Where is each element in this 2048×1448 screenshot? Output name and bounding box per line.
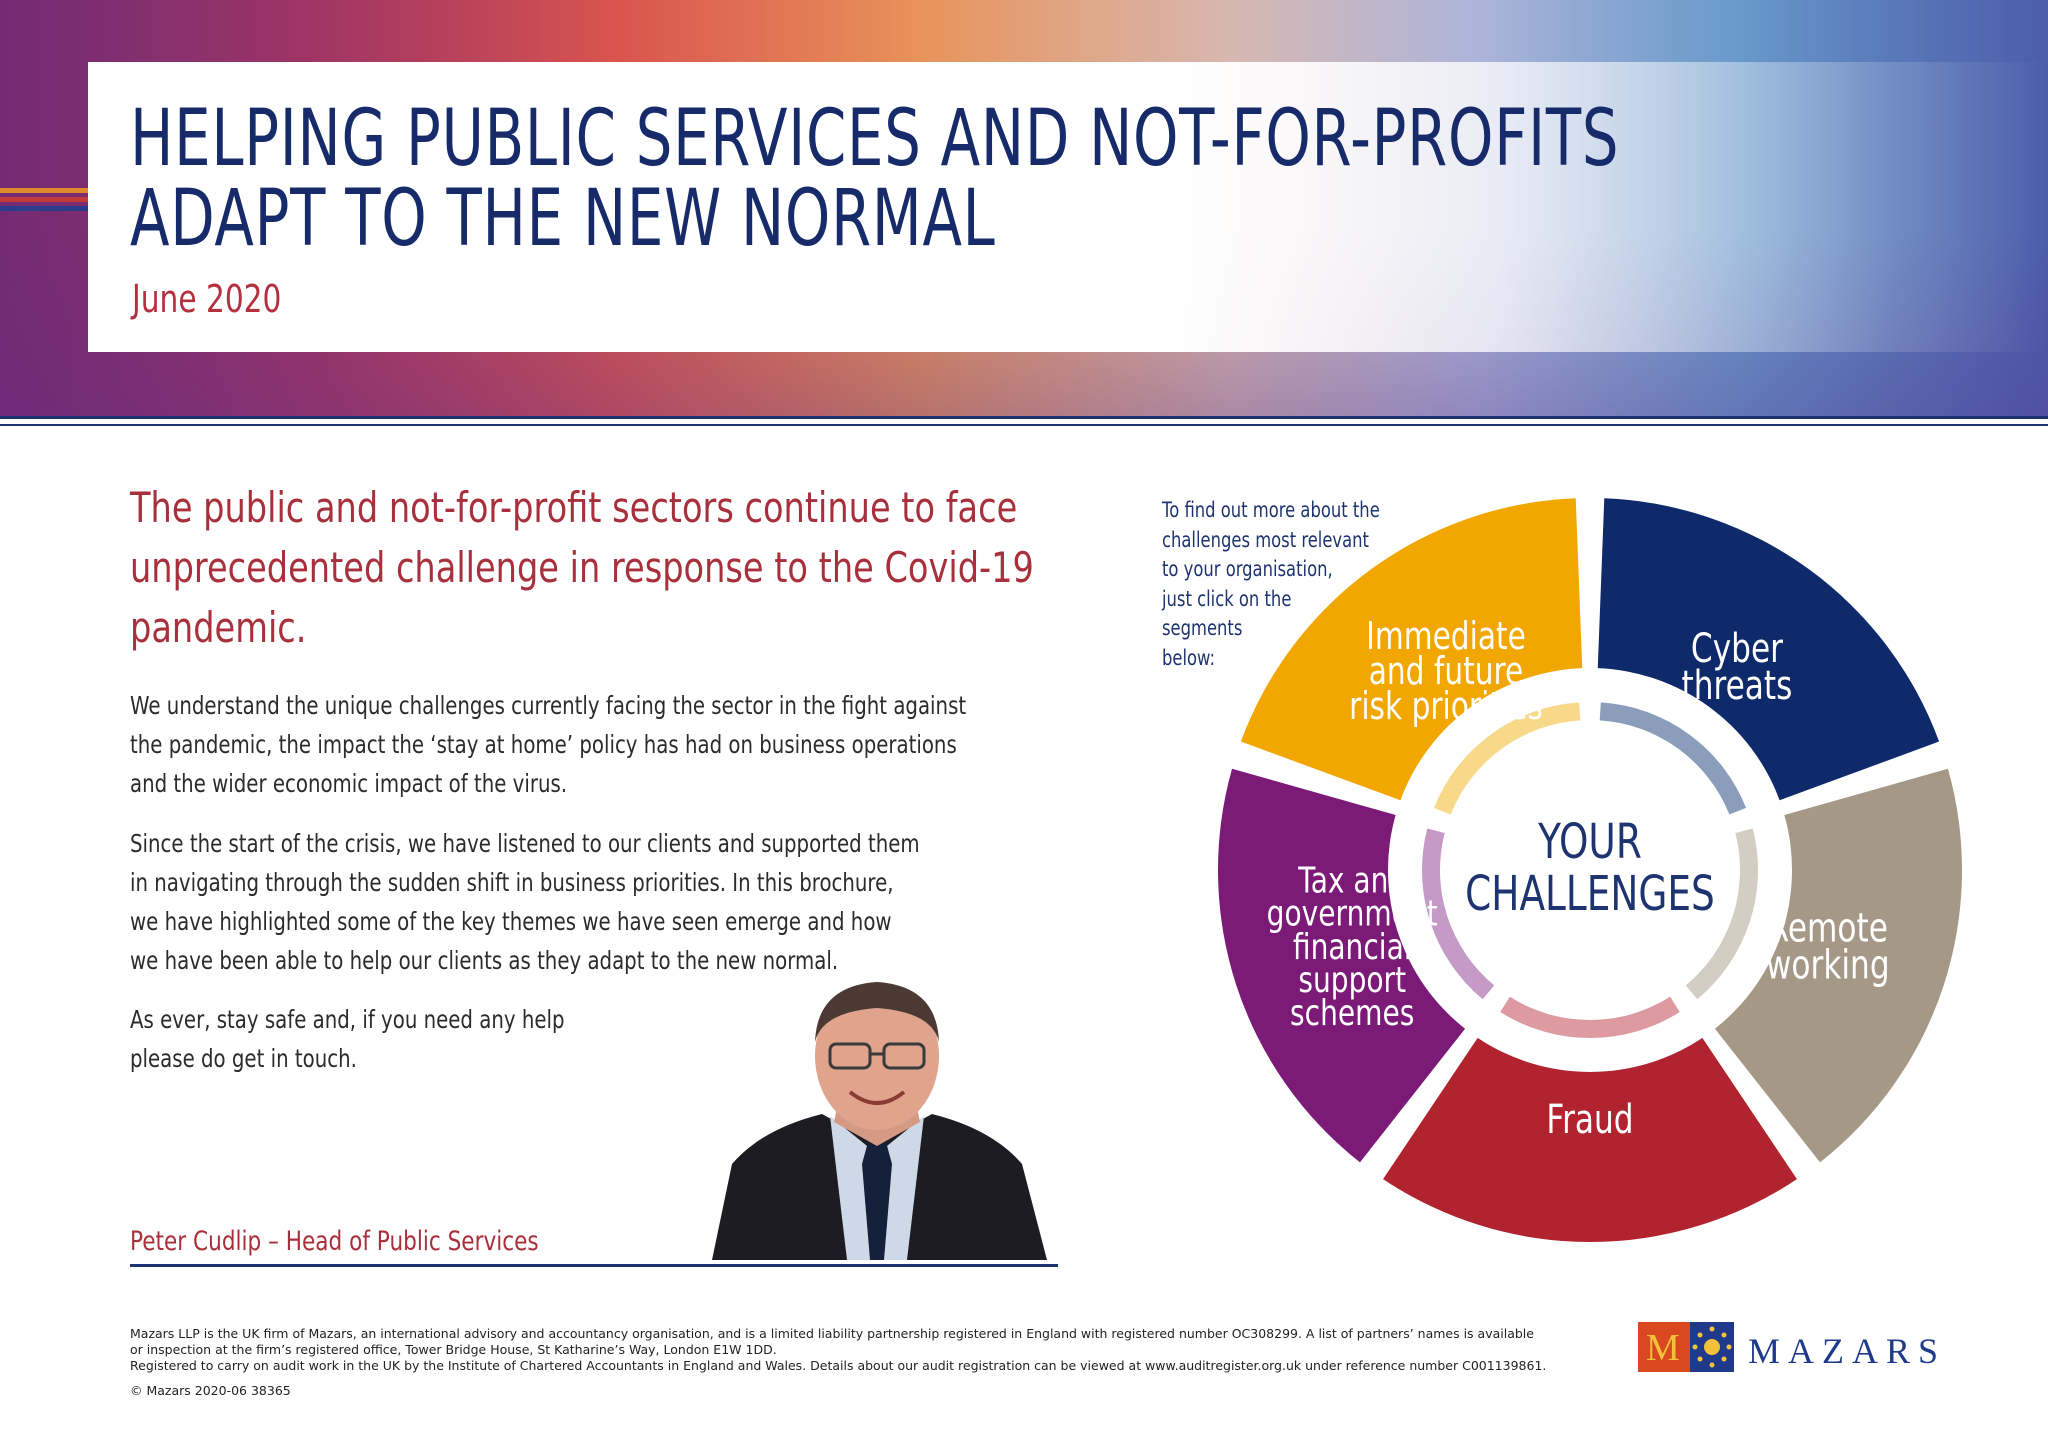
segment-fill-fraud[interactable] — [1383, 1037, 1797, 1242]
segment-inner-arc-fraud — [1500, 996, 1680, 1038]
wheel-segment-fraud[interactable]: Fraud — [1383, 996, 1797, 1242]
intro-line: The public and not-for-profit sectors co… — [130, 483, 1018, 532]
body-paragraph-1: We understand the unique challenges curr… — [130, 686, 967, 803]
intro-line: pandemic. — [130, 603, 307, 652]
body-line: We understand the unique challenges curr… — [130, 691, 967, 720]
body-line: the pandemic, the impact the ‘stay at ho… — [130, 730, 957, 759]
publication-date: June 2020 — [132, 277, 282, 321]
logo-wordmark: MAZARS — [1748, 1331, 1947, 1371]
intro-line: unprecedented challenge in response to t… — [130, 543, 1034, 592]
segment-inner-arc-tax — [1422, 828, 1495, 1000]
segment-fill-risk[interactable] — [1240, 498, 1583, 801]
body-line: we have highlighted some of the key them… — [130, 907, 892, 936]
copyright: © Mazars 2020-06 38365 — [130, 1383, 291, 1398]
footer-line: or inspection at the firm’s registered o… — [130, 1342, 777, 1357]
body-line: Since the start of the crisis, we have l… — [130, 829, 920, 858]
accent-stripes — [0, 188, 88, 228]
body-line: in navigating through the sudden shift i… — [130, 868, 894, 897]
title-card: HELPING PUBLIC SERVICES AND NOT-FOR-PROF… — [88, 62, 2048, 352]
segment-inner-arc-remote — [1685, 828, 1758, 1000]
note-line: challenges most relevant — [1162, 527, 1369, 552]
segment-fill-tax[interactable] — [1218, 768, 1466, 1163]
wheel-center-line-1: YOUR — [1537, 815, 1642, 871]
segment-fill-cyber[interactable] — [1597, 498, 1940, 801]
segment-label-risk: and future — [1369, 649, 1524, 694]
segment-label-remote: Remote — [1768, 906, 1888, 952]
note-line: To find out more about the — [1162, 498, 1380, 522]
segment-label-tax: support — [1298, 958, 1406, 1000]
segment-label-tax: Tax and — [1297, 859, 1406, 901]
note-line: below: — [1162, 645, 1216, 670]
logo-stars-icon — [1690, 1322, 1734, 1372]
footer-line: Registered to carry on audit work in the… — [130, 1358, 1547, 1373]
body-paragraph-3: As ever, stay safe and, if you need any … — [130, 1000, 841, 1078]
divider — [130, 1264, 1058, 1267]
segment-fill-remote[interactable] — [1714, 768, 1962, 1163]
segment-label-tax: financial — [1293, 925, 1412, 967]
body-paragraph-2: Since the start of the crisis, we have l… — [130, 824, 920, 980]
mazars-logo: M MAZARS — [1638, 1322, 1958, 1374]
divider — [0, 416, 2048, 419]
segment-inner-arc-risk — [1433, 702, 1581, 815]
wheel-center: YOUR CHALLENGES — [1452, 732, 1728, 1008]
divider — [0, 424, 2048, 426]
note-line: just click on the — [1162, 586, 1292, 611]
segment-label-cyber: threats — [1681, 663, 1792, 709]
segment-label-remote: working — [1766, 943, 1890, 989]
wheel-instruction: To find out more about the challenges mo… — [1162, 496, 1380, 673]
body-line: and the wider economic impact of the vir… — [130, 769, 568, 798]
segment-label-risk: risk priorities — [1349, 684, 1543, 729]
segment-inner-arc-cyber — [1599, 702, 1747, 815]
page-title-line-2: ADAPT TO THE NEW NORMAL — [130, 174, 996, 264]
signature: Peter Cudlip – Head of Public Services — [130, 1226, 539, 1257]
body-line: As ever, stay safe and, if you need any … — [130, 1005, 565, 1034]
segment-label-tax: government — [1267, 892, 1438, 934]
note-line: segments — [1162, 616, 1243, 640]
intro-heading: The public and not-for-profit sectors co… — [130, 478, 1034, 658]
portrait-photo — [702, 964, 1052, 1260]
segment-label-risk: Immediate — [1366, 614, 1526, 659]
segment-label-cyber: Cyber — [1691, 626, 1783, 672]
body-line: please do get in touch. — [130, 1044, 357, 1073]
body-line: we have been able to help our clients as… — [130, 946, 839, 975]
logo-mark: M — [1638, 1322, 1690, 1372]
footer-line: Mazars LLP is the UK firm of Mazars, an … — [130, 1326, 1534, 1341]
segment-label-tax: schemes — [1290, 992, 1414, 1034]
note-line: to your organisation, — [1162, 557, 1333, 581]
legal-footer: Mazars LLP is the UK firm of Mazars, an … — [130, 1326, 1547, 1399]
wheel-center-line-2: CHALLENGES — [1465, 867, 1715, 923]
logo-letter: M — [1646, 1327, 1680, 1369]
segment-label-fraud: Fraud — [1546, 1097, 1633, 1143]
page-title-line-1: HELPING PUBLIC SERVICES AND NOT-FOR-PROF… — [130, 94, 1620, 184]
